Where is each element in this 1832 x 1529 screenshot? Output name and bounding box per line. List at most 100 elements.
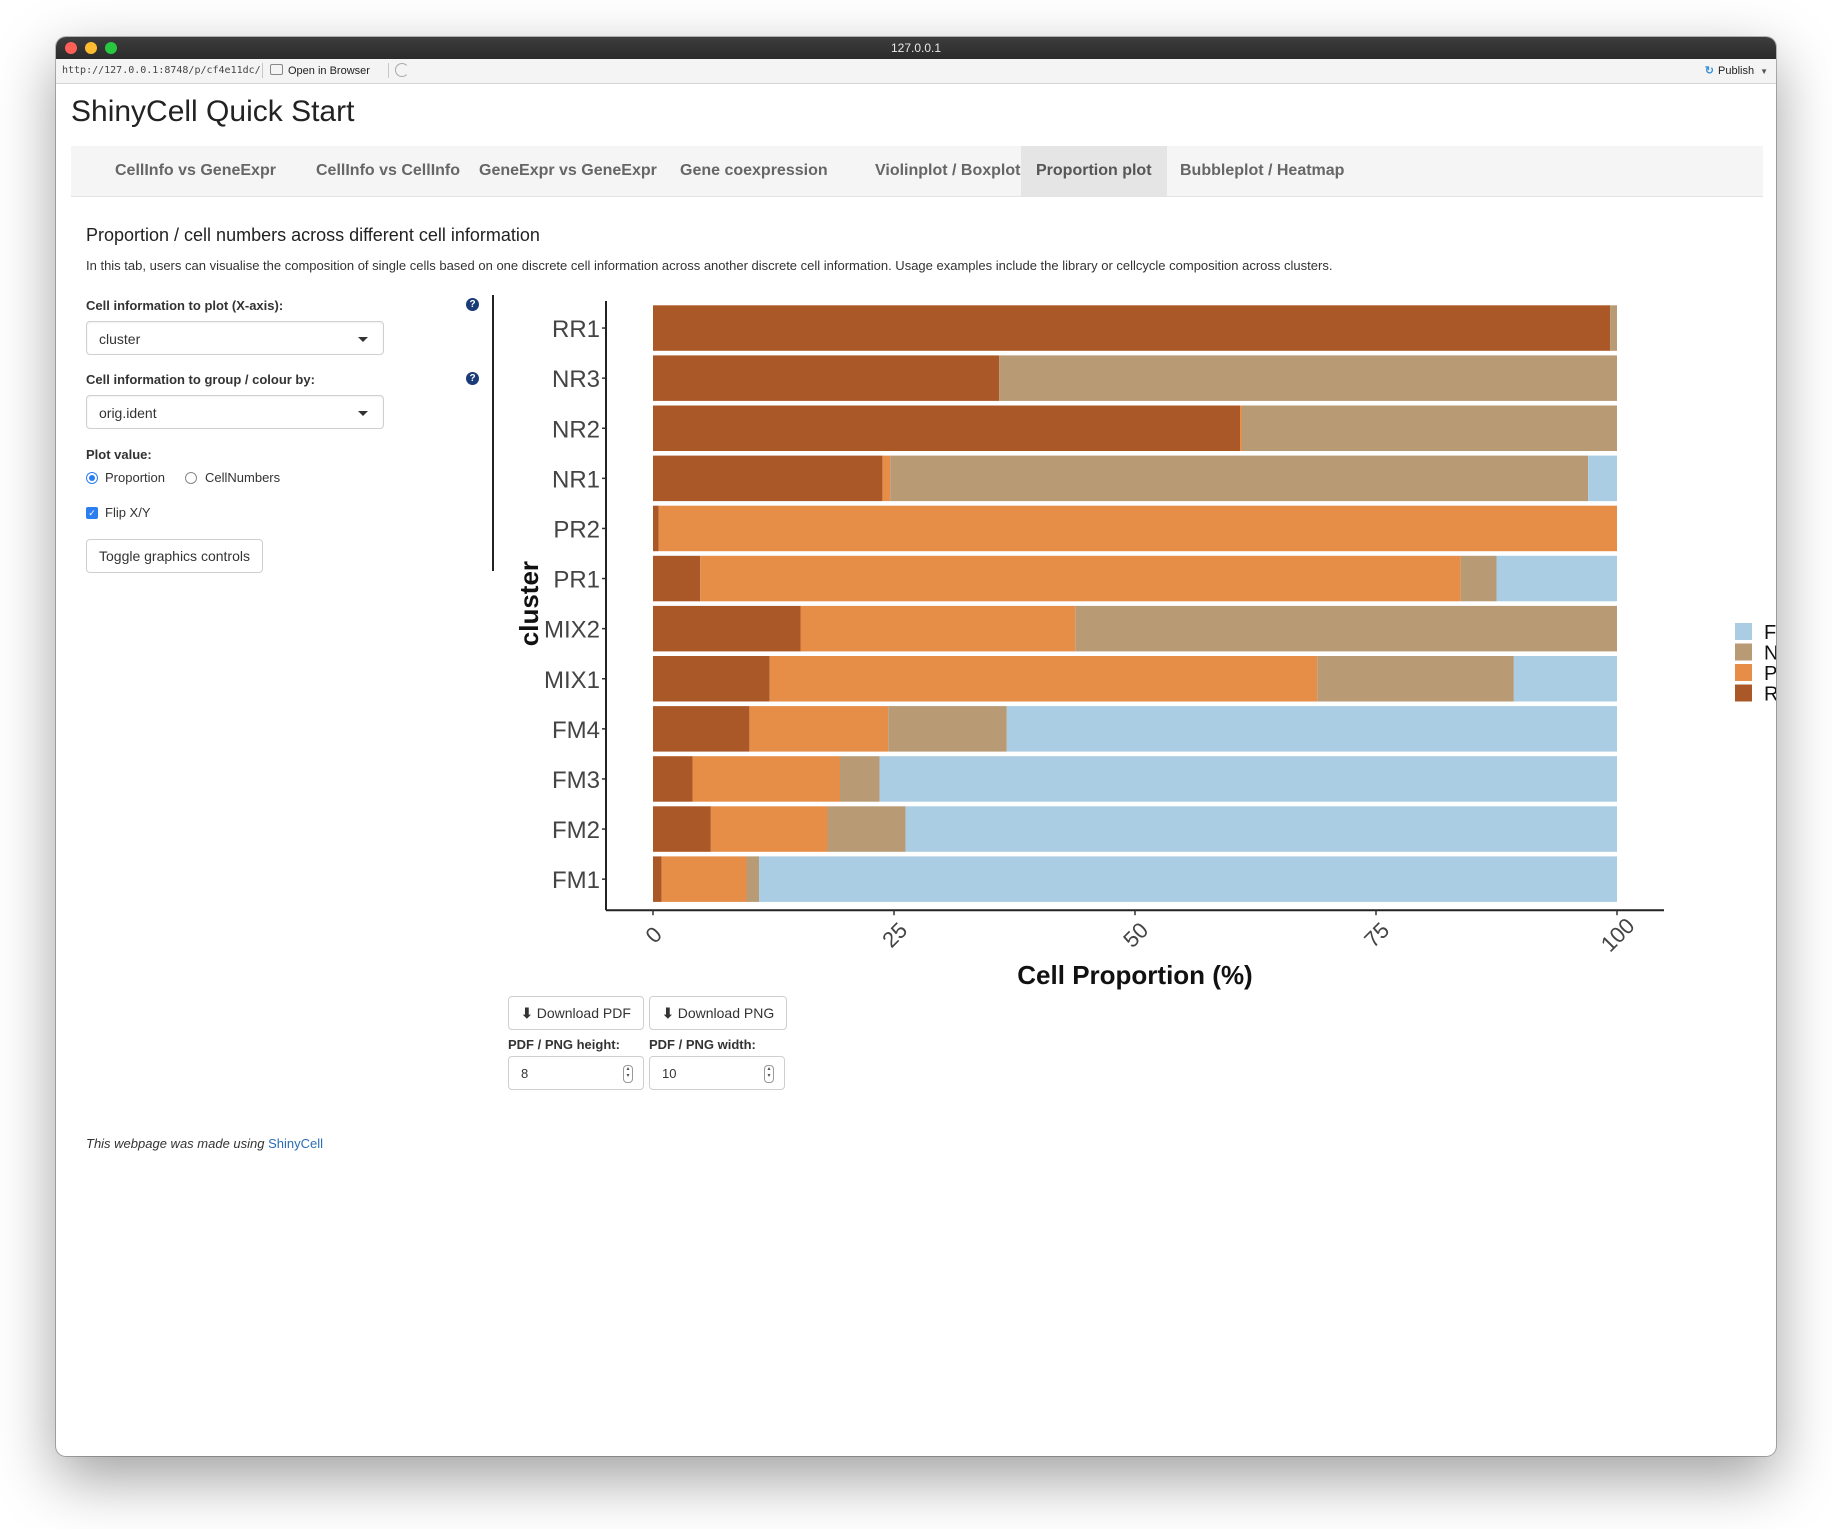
footer: This webpage was made using ShinyCell	[86, 1136, 323, 1151]
app-title: ShinyCell Quick Start	[71, 95, 355, 128]
tab-violinplot-boxplot[interactable]: Violinplot / Boxplot	[875, 162, 1021, 179]
legend-swatch-rr	[1735, 684, 1752, 702]
bar-fm3-nr	[840, 756, 880, 802]
download-png-button[interactable]: ⬇ Download PNG	[649, 996, 788, 1030]
publish-label: Publish	[1718, 65, 1755, 77]
y-tick-label: MIX2	[544, 617, 600, 644]
bar-fm2-pr	[710, 806, 828, 852]
bar-fm1-rr	[653, 856, 662, 902]
bar-rr1-rr	[653, 305, 1611, 351]
bar-rr1-nr	[1610, 305, 1617, 351]
publish-button[interactable]: ↻ Publish ▼	[1705, 64, 1768, 77]
minimize-window-button[interactable]	[85, 42, 97, 54]
radio-proportion-label[interactable]: Proportion	[105, 470, 165, 485]
bar-mix1-pr	[769, 656, 1318, 702]
download-pdf-button[interactable]: ⬇ Download PDF	[508, 996, 644, 1030]
pdf-width-input[interactable]: 10 ▴ ▾	[649, 1056, 785, 1090]
group-select-label: Cell information to group / colour by:	[86, 372, 315, 387]
radio-cellnumbers-label[interactable]: CellNumbers	[205, 470, 281, 485]
tab-gene-coexpression[interactable]: Gene coexpression	[680, 162, 828, 179]
bar-nr2-pr	[1240, 405, 1243, 451]
tab-cellinfo-vs-cellinfo[interactable]: CellInfo vs CellInfo	[316, 162, 461, 179]
radio-proportion[interactable]	[86, 472, 98, 484]
xaxis-select-label: Cell information to plot (X-axis):	[86, 298, 284, 313]
refresh-icon[interactable]	[395, 63, 409, 77]
shinycell-link[interactable]: ShinyCell	[268, 1136, 324, 1151]
bar-pr1-pr	[700, 555, 1461, 602]
close-window-button[interactable]	[65, 42, 77, 54]
tab-proportion-plot[interactable]: Proportion plot	[1021, 146, 1167, 196]
y-tick-label: MIX1	[544, 667, 600, 694]
xaxis-select-value: cluster	[99, 331, 141, 347]
caret-down-icon	[358, 337, 368, 342]
tab-cellinfo-vs-geneexpr[interactable]: CellInfo vs GeneExpr	[115, 162, 276, 179]
xaxis-select[interactable]: cluster	[86, 321, 384, 355]
plot-value-label: Plot value:	[86, 447, 152, 462]
y-tick-label: FM1	[552, 867, 600, 894]
browser-window: 127.0.0.1 http://127.0.0.1:8748/p/cf4e11…	[56, 37, 1776, 1456]
bar-fm4-pr	[749, 706, 889, 752]
legend-label-pr: PR	[1764, 663, 1776, 685]
open-in-browser-label: Open in Browser	[288, 65, 370, 77]
separator	[262, 63, 263, 78]
legend-label-fm: FM	[1764, 622, 1776, 644]
separator	[388, 63, 389, 78]
window-title: 127.0.0.1	[890, 41, 942, 55]
x-tick-label: 100	[1596, 913, 1640, 957]
legend-label-rr: RR	[1764, 684, 1776, 706]
open-in-browser-button[interactable]: Open in Browser	[270, 64, 370, 77]
y-tick-label: NR3	[552, 366, 600, 393]
bar-fm1-fm	[759, 856, 1617, 902]
caret-down-icon	[358, 411, 368, 416]
x-tick-label: 25	[877, 917, 912, 952]
panel-divider	[492, 295, 494, 571]
bar-nr1-pr	[882, 455, 891, 502]
bar-pr1-fm	[1496, 555, 1617, 602]
y-tick-label: NR2	[552, 416, 600, 443]
x-axis-title: Cell Proportion (%)	[1017, 960, 1252, 990]
legend-swatch-fm	[1735, 623, 1752, 640]
bar-fm1-pr	[661, 856, 747, 902]
flip-xy-label[interactable]: Flip X/Y	[105, 505, 151, 520]
bar-fm3-rr	[653, 756, 693, 802]
pdf-width-value: 10	[662, 1066, 677, 1081]
bar-pr1-rr	[653, 555, 701, 602]
tab-geneexpr-vs-geneexpr[interactable]: GeneExpr vs GeneExpr	[479, 162, 657, 179]
question-icon[interactable]: ?	[466, 298, 479, 311]
legend-swatch-nr	[1735, 643, 1752, 661]
bar-mix2-rr	[653, 605, 801, 652]
flip-xy-checkbox[interactable]: ✓	[86, 507, 98, 519]
section-heading: Proportion / cell numbers across differe…	[86, 225, 540, 245]
download-icon: ⬇	[521, 1005, 533, 1021]
bar-fm4-nr	[888, 706, 1007, 752]
bar-mix1-nr	[1317, 656, 1514, 702]
zoom-window-button[interactable]	[105, 42, 117, 54]
tab-bubbleplot-heatmap[interactable]: Bubbleplot / Heatmap	[1180, 162, 1345, 179]
bar-nr2-rr	[653, 405, 1241, 451]
download-png-label: Download PNG	[677, 1005, 775, 1021]
spinner-icon[interactable]: ▴ ▾	[623, 1065, 633, 1083]
question-icon[interactable]: ?	[466, 372, 479, 385]
bar-nr1-nr	[890, 455, 1589, 502]
pdf-height-input[interactable]: 8 ▴ ▾	[508, 1056, 644, 1090]
pdf-height-label: PDF / PNG height:	[508, 1037, 620, 1052]
x-tick-label: 50	[1118, 917, 1153, 952]
y-tick-label: FM2	[552, 817, 600, 844]
group-select[interactable]: orig.ident	[86, 395, 384, 429]
spinner-icon[interactable]: ▴ ▾	[764, 1065, 774, 1083]
bar-pr1-nr	[1460, 555, 1497, 602]
url-bar: http://127.0.0.1:8748/p/cf4e11dc/ Open i…	[56, 59, 1776, 84]
bar-pr2-pr	[658, 505, 1617, 552]
y-tick-label: FM4	[552, 717, 600, 744]
x-tick-label: 0	[641, 922, 667, 948]
y-tick-label: RR1	[552, 316, 600, 343]
radio-cellnumbers[interactable]	[185, 472, 197, 484]
y-axis-title: cluster	[514, 561, 544, 646]
download-icon: ⬇	[662, 1005, 674, 1021]
toggle-graphics-controls-button[interactable]: Toggle graphics controls	[86, 539, 263, 573]
bar-mix2-pr	[800, 605, 1076, 652]
bar-fm2-rr	[653, 806, 711, 852]
url-text[interactable]: http://127.0.0.1:8748/p/cf4e11dc/	[62, 65, 261, 76]
bar-pr2-rr	[653, 505, 659, 552]
bar-fm1-nr	[746, 856, 760, 902]
